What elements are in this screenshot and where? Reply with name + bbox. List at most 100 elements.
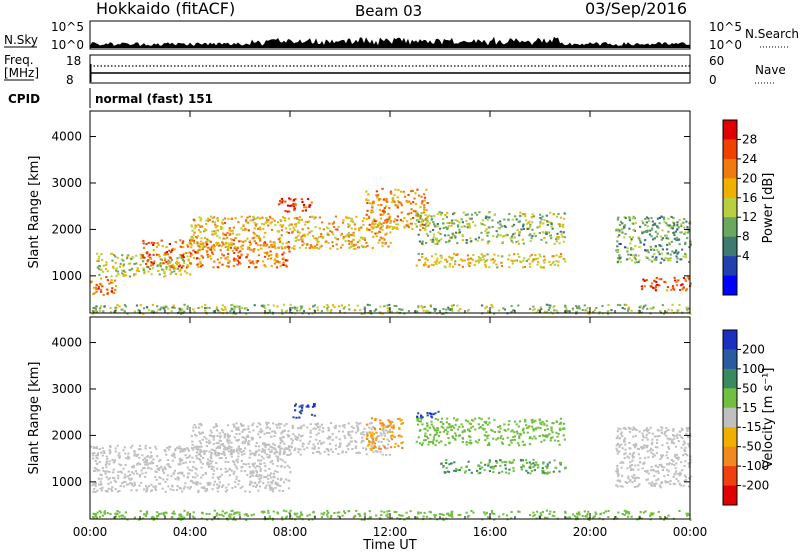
echo-cell <box>228 467 231 470</box>
echo-cell <box>388 216 391 219</box>
echo-cell <box>488 216 491 219</box>
echo-cell <box>192 511 195 514</box>
echo-cell <box>660 429 663 432</box>
echo-cell <box>619 461 622 464</box>
echo-cell <box>497 426 500 429</box>
echo-cell <box>377 223 381 226</box>
echo-cell <box>197 266 200 269</box>
echo-cell <box>616 471 619 474</box>
echo-cell <box>349 241 352 243</box>
echo-cell <box>685 220 688 223</box>
echo-cell <box>493 518 496 521</box>
echo-cell <box>657 226 660 229</box>
echo-cell <box>442 222 445 225</box>
echo-cell <box>91 310 95 312</box>
echo-cell <box>209 255 212 258</box>
echo-cell <box>191 239 194 242</box>
echo-cell <box>221 253 224 256</box>
echo-cell <box>317 447 320 450</box>
echo-cell <box>426 425 429 428</box>
echo-cell <box>106 512 109 515</box>
echo-cell <box>571 307 575 310</box>
echo-cell <box>252 471 255 474</box>
echo-cell <box>576 513 579 516</box>
echo-cell <box>148 462 151 465</box>
echo-cell <box>280 245 283 248</box>
echo-cell <box>313 447 316 450</box>
echo-cell <box>379 451 382 454</box>
echo-cell <box>621 474 624 477</box>
echo-cell <box>396 219 399 222</box>
echo-cell <box>637 261 640 264</box>
echo-cell <box>480 461 483 464</box>
echo-cell <box>321 430 325 433</box>
echo-cell <box>618 229 621 232</box>
echo-cell <box>395 511 398 513</box>
echo-cell <box>419 229 422 231</box>
echo-cell <box>167 262 170 265</box>
echo-cell <box>301 209 304 212</box>
echo-cell <box>142 246 146 249</box>
echo-cell <box>201 264 204 267</box>
echo-cell <box>667 259 670 262</box>
echo-cell <box>641 439 644 441</box>
echo-cell <box>627 253 630 256</box>
echo-cell <box>492 467 495 470</box>
echo-cell <box>633 446 637 449</box>
echo-cell <box>616 240 619 243</box>
echo-cell <box>277 456 280 459</box>
echo-cell <box>382 444 385 447</box>
echo-cell <box>122 259 125 262</box>
echo-cell <box>552 422 555 425</box>
echo-cell <box>348 224 351 227</box>
echo-cell <box>168 465 171 468</box>
echo-cell <box>371 442 374 445</box>
echo-cell <box>271 462 274 465</box>
echo-cell <box>511 439 514 441</box>
echo-cell <box>396 517 399 520</box>
echo-cell <box>111 458 114 461</box>
echo-cell <box>226 236 229 239</box>
echo-cell <box>644 470 647 472</box>
echo-cell <box>421 256 424 258</box>
echo-cell <box>182 474 185 477</box>
echo-cell <box>397 434 400 437</box>
echo-cell <box>682 221 685 224</box>
echo-cell <box>237 255 240 258</box>
echo-cell <box>294 404 297 407</box>
echo-cell <box>189 273 192 276</box>
echo-cell <box>546 466 549 469</box>
echo-cell <box>553 515 556 518</box>
echo-cell <box>288 449 291 452</box>
echo-cell <box>658 278 661 281</box>
echo-cell <box>197 446 200 449</box>
echo-cell <box>299 246 302 249</box>
echo-cell <box>371 425 374 428</box>
echo-cell <box>386 426 389 428</box>
echo-cell <box>259 467 262 470</box>
echo-cell <box>446 512 449 515</box>
echo-cell <box>618 230 621 233</box>
echo-cell <box>299 435 303 438</box>
echo-cell <box>350 227 353 230</box>
echo-cell <box>430 218 433 221</box>
echo-cell <box>280 229 283 232</box>
echo-cell <box>550 427 553 430</box>
echo-cell <box>361 220 365 223</box>
echo-cell <box>632 222 635 225</box>
echo-cell <box>361 439 364 442</box>
echo-cell <box>255 266 258 269</box>
echo-cell <box>192 465 195 468</box>
echo-cell <box>659 486 662 489</box>
echo-cell <box>497 254 500 257</box>
echo-cell <box>400 423 403 426</box>
echo-cell <box>558 242 561 245</box>
echo-cell <box>532 511 535 514</box>
echo-cell <box>141 472 144 475</box>
echo-cell <box>220 307 223 310</box>
echo-cell <box>536 510 539 513</box>
echo-cell <box>191 443 194 446</box>
echo-cell <box>239 250 242 253</box>
echo-cell <box>142 513 146 516</box>
echo-cell <box>513 431 516 434</box>
